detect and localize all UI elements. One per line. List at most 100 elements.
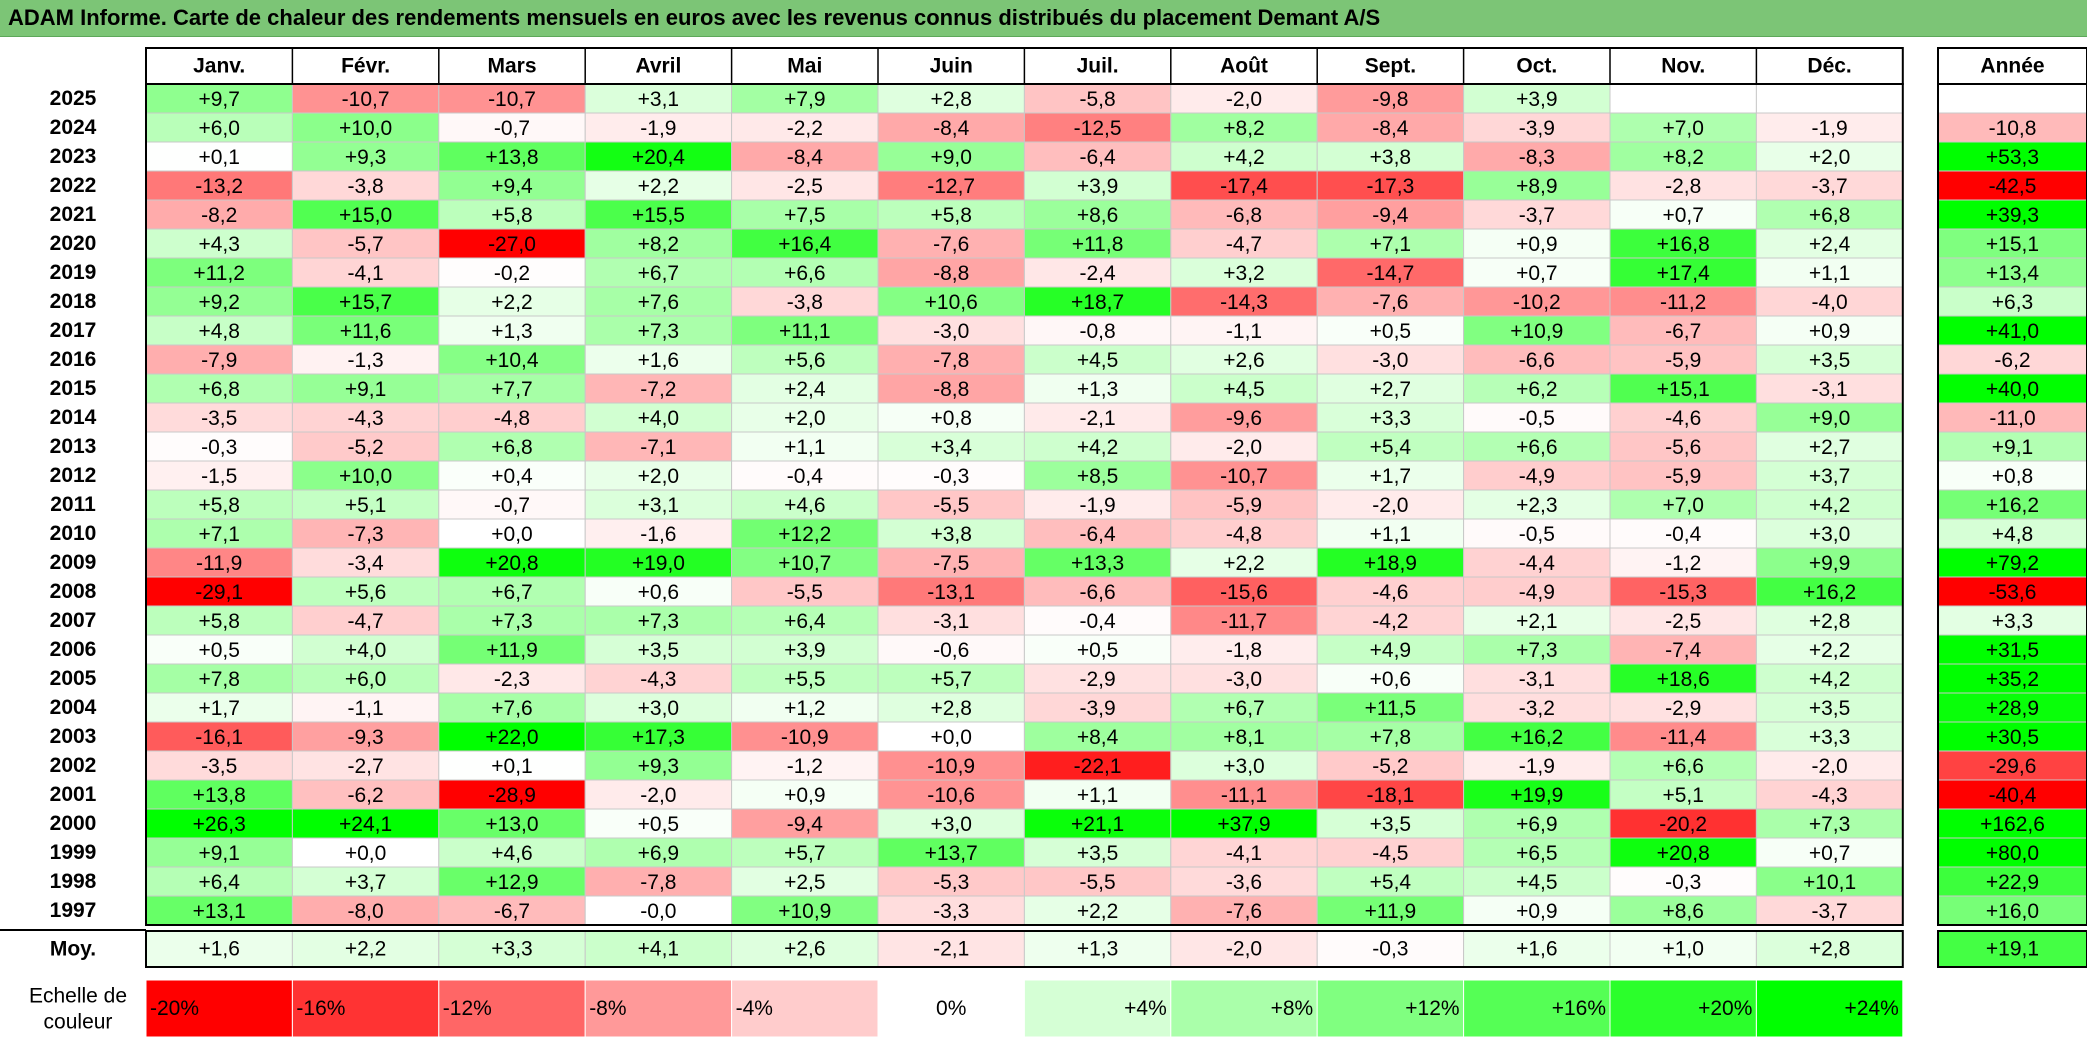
heatmap-cell (291, 460, 440, 491)
cell-value: +9,2 (198, 291, 239, 314)
heatmap-cell (584, 228, 733, 259)
average-value: +4,1 (638, 938, 679, 961)
annual-value: +40,0 (1986, 378, 2039, 401)
heatmap-cell (145, 634, 293, 665)
annual-cell (1937, 547, 2087, 578)
heatmap-cell (145, 692, 293, 723)
cell-value: -2,4 (1080, 262, 1117, 285)
heatmap-cell (584, 286, 733, 317)
heatmap-cell (1755, 692, 1904, 723)
cell-value: -9,4 (1372, 204, 1409, 227)
heatmap-cell (1316, 895, 1465, 926)
cell-value: -0,5 (1519, 523, 1555, 546)
cell-value: +4,9 (1370, 639, 1411, 662)
cell-value: +0,5 (638, 813, 679, 836)
cell-value: -3,6 (1226, 871, 1262, 894)
heatmap-cell (584, 431, 733, 462)
heatmap-cell (731, 373, 879, 404)
row-year-label: 2021 (50, 203, 97, 226)
cell-value: +7,0 (1662, 117, 1703, 140)
heatmap-cell (1463, 344, 1611, 375)
cell-value: -11,1 (1221, 784, 1267, 807)
heatmap-cell (145, 663, 293, 694)
month-header: Déc. (1807, 55, 1851, 78)
heatmap-cell (1170, 605, 1318, 636)
heatmap-cell (1463, 112, 1611, 143)
cell-value: +5,5 (784, 668, 825, 691)
heatmap-cell (438, 576, 586, 607)
annual-value: +3,3 (1992, 610, 2033, 633)
average-cell (145, 930, 293, 968)
heatmap-cell (877, 402, 1025, 433)
heatmap-cell (584, 344, 733, 375)
cell-value: -6,6 (1519, 349, 1555, 372)
heatmap-cell (291, 605, 440, 636)
cell-value: -3,1 (1519, 668, 1555, 691)
cell-value: +10,1 (1803, 871, 1856, 894)
cell-value: +9,3 (345, 146, 386, 169)
cell-value: -7,5 (933, 552, 969, 575)
month-header: Févr. (341, 55, 390, 78)
cell-value: -4,9 (1519, 465, 1555, 488)
cell-value: -0,3 (933, 465, 969, 488)
month-header: Oct. (1516, 55, 1557, 78)
cell-value: -18,1 (1366, 784, 1414, 807)
cell-value: -4,3 (1812, 784, 1848, 807)
annual-cell (1937, 605, 2087, 636)
heatmap-cell (1463, 315, 1611, 346)
annual-cell (1937, 170, 2087, 201)
cell-value: -5,7 (348, 233, 384, 256)
cell-value: +3,0 (1809, 523, 1850, 546)
cell-value: +8,2 (1662, 146, 1703, 169)
cell-value: +7,1 (198, 523, 239, 546)
cell-value: -4,1 (1226, 842, 1262, 865)
heatmap-cell (438, 402, 586, 433)
cell-value: -3,4 (348, 552, 385, 575)
heatmap-cell (145, 315, 293, 346)
cell-value: +7,0 (1662, 494, 1703, 517)
average-cell (1609, 930, 1757, 968)
scale-label: Echelle de (29, 985, 127, 1008)
cell-value: -6,2 (348, 784, 384, 807)
heatmap-cell (731, 199, 879, 230)
annual-cell (1937, 199, 2087, 230)
cell-value: -6,7 (1665, 320, 1701, 343)
heatmap-cell (1170, 692, 1318, 723)
heatmap-cell (1609, 257, 1757, 288)
cell-value: +3,9 (1516, 88, 1557, 111)
cell-value: -17,4 (1220, 175, 1268, 198)
annual-value: -40,4 (1989, 784, 2037, 807)
cell-value: +2,8 (1809, 610, 1850, 633)
row-year-label: 2000 (50, 812, 97, 835)
row-year-label: 2010 (50, 522, 97, 545)
annual-cell (1937, 373, 2087, 404)
heatmap-cell (731, 344, 879, 375)
heatmap-cell (1609, 83, 1757, 114)
heatmap-cell (731, 460, 879, 491)
cell-value: +2,7 (1809, 436, 1850, 459)
heatmap-cell (731, 286, 879, 317)
heatmap-cell (1023, 402, 1172, 433)
cell-value: -3,2 (1519, 697, 1555, 720)
heatmap-cell (291, 431, 440, 462)
heatmap-cell (1023, 286, 1172, 317)
cell-value: -3,0 (1226, 668, 1262, 691)
month-header: Août (1220, 55, 1268, 78)
scale-step-label: +8% (1271, 997, 1314, 1020)
heatmap-cell (145, 199, 293, 230)
cell-value: +3,5 (638, 639, 679, 662)
cell-value: +11,1 (779, 320, 831, 343)
heatmap-cell (1170, 576, 1318, 607)
heatmap-cell (1316, 431, 1465, 462)
heatmap-cell (1755, 837, 1904, 868)
cell-value: -0,7 (494, 494, 530, 517)
heatmap-cell (1609, 344, 1757, 375)
average-annual-value: +19,1 (1986, 938, 2039, 961)
row-year-label: 2005 (50, 667, 97, 690)
cell-value: +3,3 (1370, 407, 1411, 430)
cell-value: -12,7 (927, 175, 975, 198)
cell-value: -1,1 (348, 697, 384, 720)
row-year-label: 2024 (50, 116, 97, 139)
cell-value: +6,9 (1516, 813, 1557, 836)
heatmap-cell (1316, 547, 1465, 578)
